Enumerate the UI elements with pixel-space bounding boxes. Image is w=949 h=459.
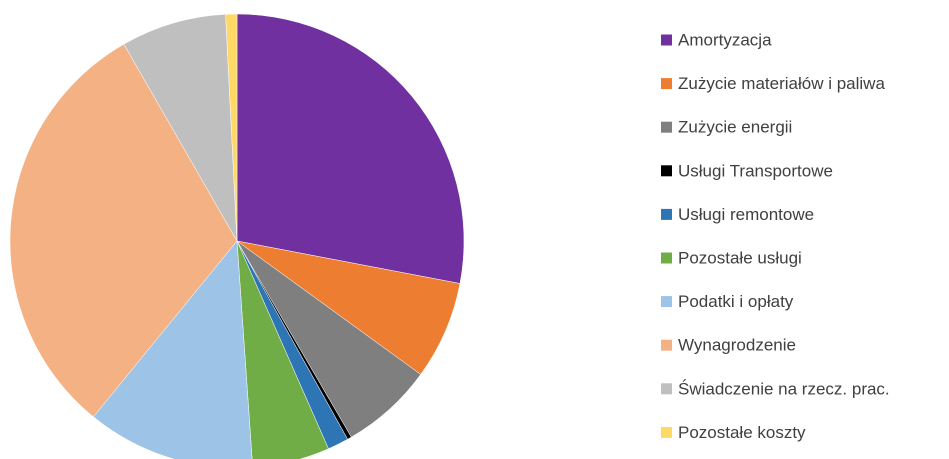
legend-swatch — [661, 208, 672, 220]
legend-swatch — [661, 252, 672, 264]
pie-slice — [93, 240, 253, 459]
pie-slice — [123, 14, 238, 242]
legend-label: Zużycie energii — [678, 118, 792, 137]
legend-label: Zużycie materiałów i paliwa — [678, 74, 885, 93]
legend-label: Świadczenie na rzecz. prac. — [678, 379, 890, 398]
legend-swatch — [661, 165, 672, 177]
legend-swatch — [661, 426, 672, 438]
legend-swatch — [661, 296, 672, 308]
pie-slice — [236, 240, 329, 459]
pie-slice — [236, 13, 465, 284]
legend-label: Pozostałe koszty — [678, 423, 806, 442]
pie-slice — [9, 43, 238, 418]
legend-label: Pozostałe usługi — [678, 248, 802, 267]
legend-swatch — [661, 34, 672, 46]
legend-label: Usługi Transportowe — [678, 161, 833, 180]
legend-label: Amortyzacja — [678, 30, 772, 49]
legend-label: Podatki i opłaty — [678, 292, 794, 311]
legend-label: Usługi remontowe — [678, 205, 814, 224]
legend-swatch — [661, 121, 672, 133]
pie-slice — [225, 13, 238, 242]
legend-label: Wynagrodzenie — [678, 336, 796, 355]
legend-swatch — [661, 339, 672, 351]
legend-swatch — [661, 78, 672, 90]
legend-swatch — [661, 383, 672, 395]
